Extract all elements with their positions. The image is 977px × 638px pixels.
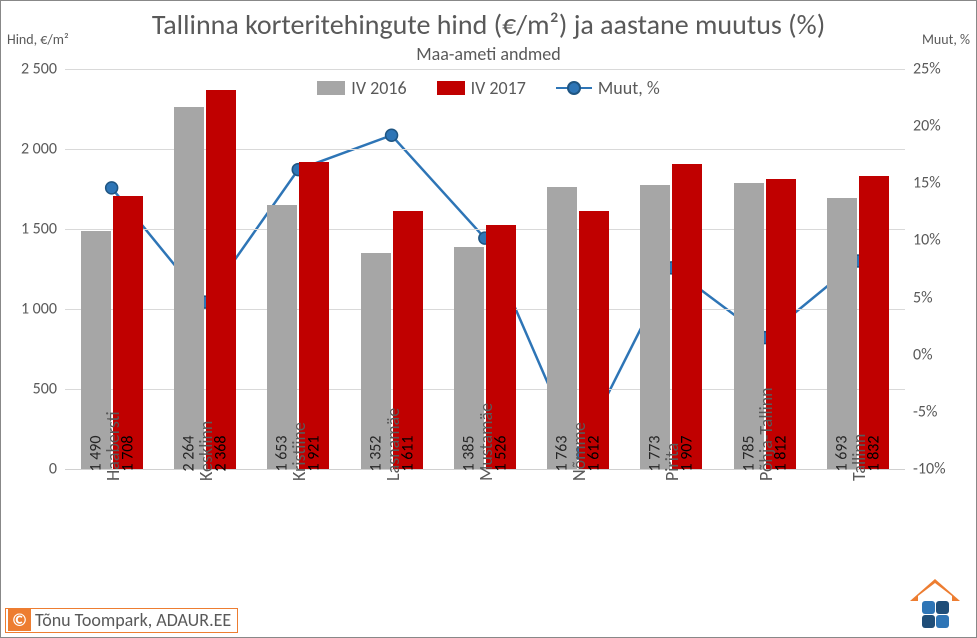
bar-group: 1 3851 526Mustamäe bbox=[438, 69, 531, 469]
copyright-icon: © bbox=[8, 609, 31, 631]
chart-subtitle: Maa-ameti andmed bbox=[1, 43, 976, 65]
category-label: Mustamäe bbox=[475, 403, 497, 481]
bar-group: 1 3521 611Lasnamäe bbox=[345, 69, 438, 469]
credit-box: © Tõnu Toompark, ADAUR.EE bbox=[5, 608, 238, 633]
y1-tick-label: 1 500 bbox=[21, 220, 57, 239]
category-label: Põhja-Tallinn bbox=[755, 387, 777, 481]
y1-tick-label: 2 500 bbox=[21, 60, 57, 79]
bar-group: 2 2642 368Kesklinn bbox=[158, 69, 251, 469]
bar-group: 1 7851 812Põhja-Tallinn bbox=[718, 69, 811, 469]
y2-tick-label: 0% bbox=[913, 345, 933, 364]
category-label: Tallinn bbox=[848, 434, 870, 481]
y2-tick-label: 10% bbox=[913, 231, 941, 250]
y1-tick-label: 1 000 bbox=[21, 300, 57, 319]
bar-group: 1 4901 708Haabersti bbox=[65, 69, 158, 469]
y1-tick-label: 0 bbox=[49, 460, 57, 479]
adaur-logo-icon bbox=[900, 571, 970, 631]
category-label: Nõmme bbox=[568, 422, 590, 481]
bar-2016: 2 264 bbox=[174, 107, 204, 469]
category-label: Haabersti bbox=[102, 411, 124, 481]
category-label: Pirita bbox=[661, 443, 683, 481]
bar-2016: 1 773 bbox=[640, 185, 670, 469]
y1-tick-label: 2 000 bbox=[21, 140, 57, 159]
y1-tick-label: 500 bbox=[33, 380, 57, 399]
category-label: Kristiine bbox=[288, 422, 310, 481]
bar-group: 1 7631 612Nõmme bbox=[532, 69, 625, 469]
credit-text: Tõnu Toompark, ADAUR.EE bbox=[35, 609, 231, 631]
y2-tick-label: -10% bbox=[913, 460, 946, 479]
bar-2017: 1 907 bbox=[672, 164, 702, 469]
chart-title: Tallinna korteritehingute hind (€/m²) ja… bbox=[1, 7, 976, 42]
category-label: Kesklinn bbox=[195, 421, 217, 481]
y2-tick-label: 25% bbox=[913, 60, 941, 79]
category-label: Lasnamäe bbox=[382, 408, 404, 481]
bar-group: 1 7731 907Pirita bbox=[625, 69, 718, 469]
bar-group: 1 6531 921Kristiine bbox=[252, 69, 345, 469]
chart-container: Hind, €/m² Muut, % Tallinna korteritehin… bbox=[0, 0, 977, 638]
plot-area: 05001 0001 5002 0002 500-10%-5%0%5%10%15… bbox=[65, 69, 905, 470]
bar-2017: 1 832 bbox=[859, 176, 889, 469]
y2-tick-label: 5% bbox=[913, 288, 933, 307]
bar-group: 1 6931 832Tallinn bbox=[811, 69, 904, 469]
y2-tick-label: 15% bbox=[913, 174, 941, 193]
bar-2017: 2 368 bbox=[206, 90, 236, 469]
y2-tick-label: -5% bbox=[913, 402, 937, 421]
bar-2016: 1 693 bbox=[827, 198, 857, 469]
y2-tick-label: 20% bbox=[913, 117, 941, 136]
